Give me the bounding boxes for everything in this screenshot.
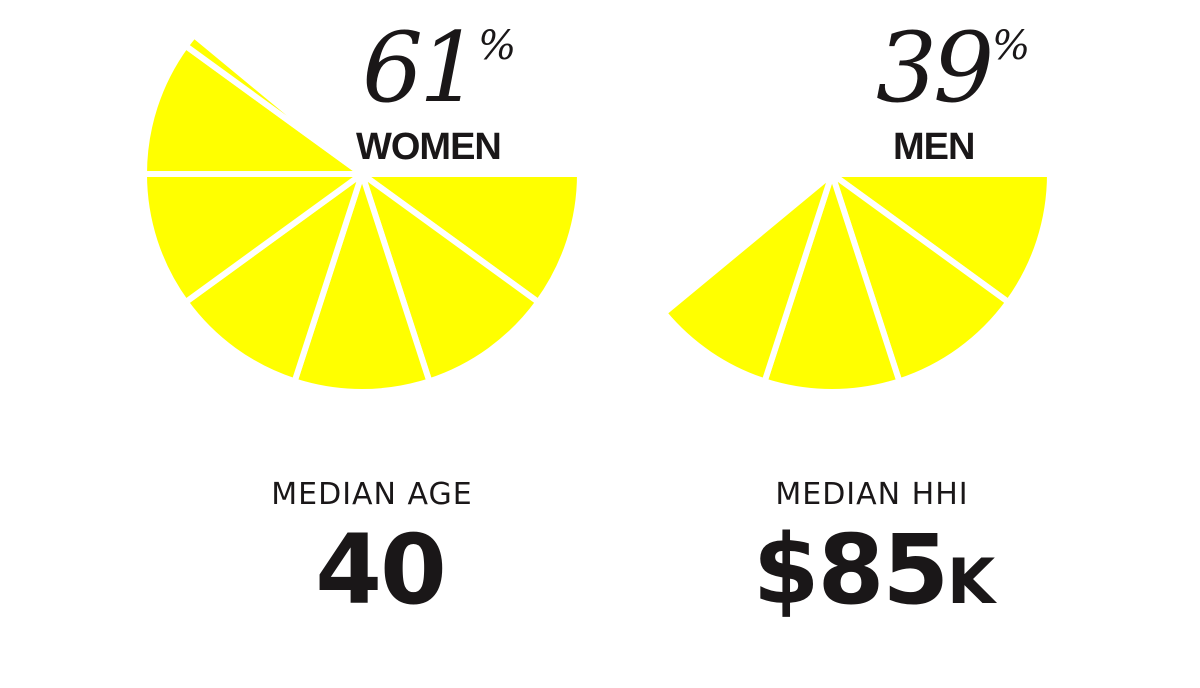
women-percent: 61% [362,20,516,116]
median-hhi-number: $85 [752,514,949,626]
median-hhi-label: MEDIAN HHI [775,477,969,512]
men-percent-value: 39 [876,12,994,124]
men-pie-slice-4 [661,171,835,385]
women-pie-slice-6 [141,42,365,177]
men-pie-slice-2 [829,171,1012,385]
women-pie-slice-2 [359,171,542,385]
men-pie-slice-1 [829,171,1053,306]
men-pie-slice-3 [761,171,903,396]
women-pie-slice-5 [141,171,365,306]
women-label: WOMEN [356,126,502,168]
median-hhi-value: $85K [664,522,1084,618]
men-percent: 39% [876,20,1030,116]
men-label: MEN [893,126,975,168]
men-percent-sign: % [992,23,1031,69]
median-age-label: MEDIAN AGE [271,477,473,512]
women-pie-slice-1 [359,171,583,306]
median-age-number: 40 [315,514,447,626]
women-percent-value: 61 [362,12,480,124]
women-pie [141,32,583,396]
women-pie-slice-3 [291,171,433,396]
women-pie-slice-7 [182,32,365,177]
median-hhi-suffix: K [947,545,996,618]
women-percent-sign: % [478,23,517,69]
median-age-value: 40 [170,522,590,618]
women-pie-slice-4 [182,171,365,385]
men-pie [661,171,1053,396]
